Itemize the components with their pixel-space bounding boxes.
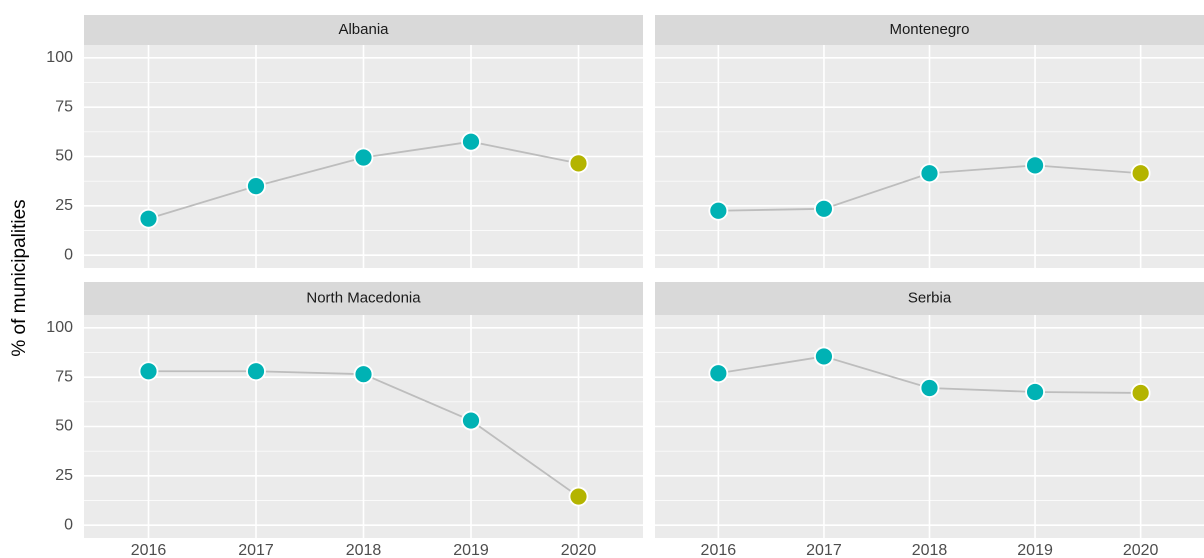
strip-title: Montenegro [889, 21, 969, 38]
x-tick-label: 2016 [131, 542, 167, 558]
strip [84, 15, 643, 45]
point [1130, 383, 1151, 403]
y-tick-label: 25 [55, 467, 73, 484]
x-tick-label: 2020 [1123, 542, 1159, 558]
strip-title: Serbia [908, 289, 952, 306]
point [1025, 382, 1045, 402]
strip [655, 282, 1204, 315]
point [708, 200, 729, 221]
point [814, 198, 834, 219]
point [568, 153, 589, 174]
point [919, 378, 940, 398]
point [1025, 155, 1045, 176]
y-tick-label: 0 [64, 246, 73, 263]
y-tick-label: 0 [64, 516, 73, 533]
x-tick-label: 2017 [238, 542, 274, 558]
x-tick-label: 2020 [561, 542, 597, 558]
strip [84, 282, 643, 315]
point [708, 363, 729, 384]
point [1130, 163, 1151, 184]
y-tick-label: 100 [46, 49, 73, 66]
y-axis-title: % of municipalities [9, 199, 30, 356]
point [353, 147, 374, 168]
x-tick-label: 2019 [1017, 542, 1053, 558]
point [919, 163, 940, 184]
point [461, 410, 481, 431]
y-tick-label: 50 [55, 418, 73, 435]
point [814, 346, 834, 367]
point [138, 208, 159, 229]
x-tick-label: 2018 [912, 542, 948, 558]
x-tick-label: 2019 [453, 542, 489, 558]
strip-title: Albania [338, 21, 389, 38]
point [568, 486, 589, 507]
strip-title: North Macedonia [306, 289, 421, 306]
y-tick-label: 50 [55, 148, 73, 165]
point [246, 361, 266, 382]
point [353, 364, 374, 385]
strip [655, 15, 1204, 45]
x-tick-label: 2016 [701, 542, 737, 558]
y-tick-label: 75 [55, 368, 73, 385]
x-tick-label: 2017 [806, 542, 842, 558]
y-tick-label: 75 [55, 98, 73, 115]
y-tick-label: 25 [55, 197, 73, 214]
y-tick-label: 100 [46, 319, 73, 336]
x-tick-label: 2018 [346, 542, 382, 558]
point [138, 361, 159, 382]
point [246, 176, 266, 197]
point [461, 131, 481, 152]
